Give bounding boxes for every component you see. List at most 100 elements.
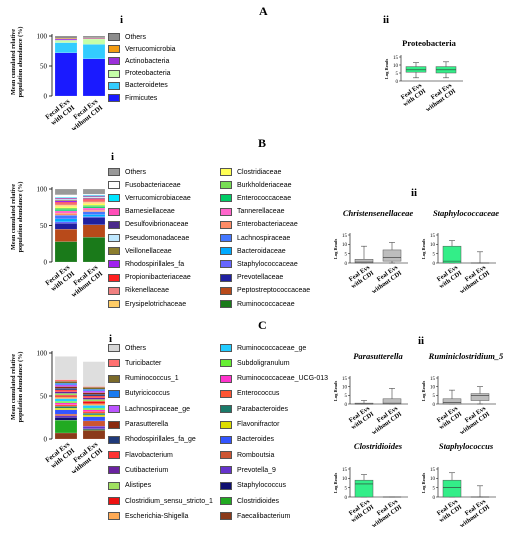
legend-label: Rikenellaceae [125,287,169,295]
bar-segment-peptostreptococcaceae [54,229,78,242]
legend-item-veillonellaceae: Veillonellaceae [108,247,172,256]
legend-swatch [108,69,120,78]
legend-item-prevotellaceae: Prevotellaceae [220,273,284,282]
legend-swatch [108,512,120,521]
legend-label: Ruminococcus_1 [125,375,179,383]
y-tick-label: 10 [342,477,348,482]
legend-label: Bacteroides [237,436,274,444]
legend-label: Faecalibacterium [237,512,291,520]
bar-segment-verrucomicrobia [82,37,106,39]
bar-segment-rhodospirillales-fa [82,198,106,200]
legend-label: Lachnospiraceae_ge [125,405,190,413]
bar-segment-bacteroidetes [82,44,106,59]
bar-segment-actinobacteria [54,38,78,41]
legend-item-burkholderiaceae: Burkholderiaceae [220,181,291,190]
bar-segment-lachnospiraceae-ge [54,384,78,387]
legend-item-others: Others [108,344,146,352]
legend-swatch [108,389,120,398]
bar-segment-ruminococcaceae-ge [54,398,78,402]
legend-label: Lachnospiraceae [237,234,291,242]
panel-b-i-label: i [111,151,115,163]
bar-segment-ruminococcaceae [54,241,78,263]
bar-segment-firmicutes [82,58,106,97]
bar-segment-desulfovibrionaceae [54,198,78,200]
bar-segment-barnesiellaceae [54,197,78,199]
y-tick-label: 10 [342,243,348,248]
bar-segment-barnesiellaceae [82,195,106,197]
legend-label: Peptostreptococcaceae [237,287,311,295]
legend-item-prevotella-9: Prevotella_9 [220,466,276,475]
legend-label: Tannerellaceae [237,208,285,216]
legend-label: Rhodospirillales_fa_ge [125,436,196,444]
legend-c: Others Turicibacter Ruminococcus_1 Butyrici… [108,344,348,544]
panel-b-ii-label: ii [411,187,418,199]
box-body [382,398,402,405]
legend-swatch [220,300,232,308]
bar-segment-rhodospirillales-fa-ge [82,394,106,397]
bar-segment-faecalibacterium [82,430,106,440]
legend-swatch [220,374,232,383]
legend-label: Others [125,168,147,176]
legend-swatch [108,344,120,352]
y-tick-label: 10 [342,385,348,390]
bar-segment-alistipes [54,393,78,396]
legend-label: Subdoligranulum [237,359,290,367]
legend-item-bacteroides: Bacteroides [220,435,274,444]
legend-swatch [108,33,120,41]
bar-segment-lachnospiraceae [54,215,78,220]
bar-segment-others [82,361,106,387]
bar-segment-erysipelotrichaceae [54,204,78,207]
bar-segment-flavonifractor [82,414,106,417]
legend-item-others: Others [108,168,146,176]
legend-swatch [220,168,232,176]
bar-segment-rhodospirillales-fa-ge [54,388,78,391]
bar-segment-lachnospiraceae-ge [82,390,106,393]
bar-segment-rhodospirillales-fa [54,200,78,203]
y-tick-label: 0 [44,436,48,444]
panel-letter-b: B [258,136,267,150]
bar-segment-clostridioides [54,420,78,434]
legend-item-flavonifractor: Flavonifractor [220,420,279,429]
legend-item-subdoligranulum: Subdoligranulum [220,359,290,368]
legend-item-propionibacteriaceae: Propionibacteriaceae [108,273,191,282]
y-tick-label: 15 [342,377,348,382]
legend-label: Staphylococcaceae [237,260,298,268]
bar-segment-butyricicoccus [82,389,106,391]
bar-segment-propionibacteriaceae [54,202,78,204]
legend-label: Staphylococcus [237,482,287,490]
legend-swatch [220,234,232,242]
legend-item-desulfovibrionaceae: Desulfovibrionaceae [108,220,188,229]
legend-item-rhodospirillales-fa-ge: Rhodospirillales_fa_ge [108,435,196,444]
y-tick-label: 15 [430,377,436,382]
box-body [354,479,374,498]
legend-swatch [108,374,120,383]
legend-swatch [108,286,120,295]
legend-label: Parabacteroides [237,405,288,413]
legend-item-parabacteroides: Parabacteroides [220,405,288,414]
y-axis-label: Log Reads [421,239,426,260]
box-plot-title: Staphylococcus [439,441,494,451]
y-tick-label: 15 [342,234,348,239]
legend-item-erysipelotrichaceae: Erysipelotrichaceae [108,300,186,308]
y-tick-label: 5 [345,252,348,257]
bar-segment-burkholderiaceae [82,204,106,207]
bar-segment-peptostreptococcaceae [82,224,106,238]
legend-swatch [220,466,232,475]
bar-segment-others [54,35,78,39]
bar-segment-ruminococcaceae [82,237,106,263]
bar-segment-subdoligranulum [82,407,106,410]
legend-label: Prevotellaceae [237,274,284,282]
legend-b: Others Fusobacteriaceae Verrucomicrobiacea… [108,168,328,318]
y-tick-label: 0 [345,403,348,408]
bar-segment-enterobacteriaceae [54,213,78,216]
y-tick-label: 5 [396,72,399,77]
bar-segment-turicibacter [54,379,78,382]
box-plot-b-ii-1: Christensenellaceae Log Reads 0 5 10 15 Feal E… [333,208,413,296]
